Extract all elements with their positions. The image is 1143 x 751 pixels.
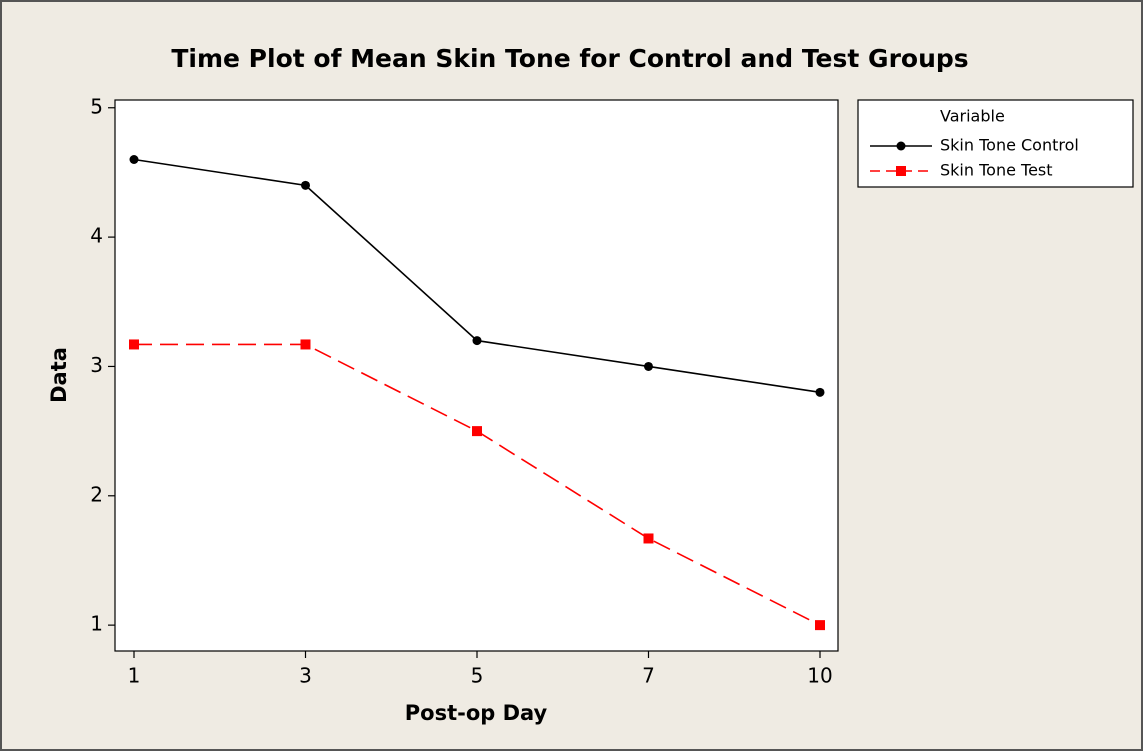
legend-label: Skin Tone Test <box>940 161 1053 180</box>
legend-marker <box>896 166 906 176</box>
legend-marker <box>896 141 906 151</box>
y-tick-label: 1 <box>90 612 103 636</box>
data-point <box>472 336 482 346</box>
y-tick-label: 5 <box>90 94 103 118</box>
legend-label: Skin Tone Control <box>940 136 1079 155</box>
x-tick-label: 3 <box>299 664 312 688</box>
data-point <box>472 426 482 437</box>
data-point <box>815 387 825 397</box>
x-tick-label: 5 <box>471 664 484 688</box>
y-tick-label: 2 <box>90 482 103 506</box>
data-point <box>129 154 139 164</box>
y-axis-label: Data <box>47 347 71 403</box>
chart-title: Time Plot of Mean Skin Tone for Control … <box>171 44 968 73</box>
x-tick-label: 10 <box>807 664 832 688</box>
data-point <box>644 361 653 371</box>
data-point <box>300 339 311 350</box>
plot-area <box>114 99 839 652</box>
series-line <box>134 343 821 626</box>
data-point <box>301 180 310 190</box>
y-tick-label: 4 <box>90 224 103 248</box>
x-axis-label: Post-op Day <box>405 701 548 725</box>
x-tick-label: 1 <box>128 664 141 688</box>
x-tick-label: 7 <box>642 664 655 688</box>
data-point <box>129 339 139 350</box>
data-point <box>815 620 825 631</box>
data-point <box>643 533 654 544</box>
y-tick-label: 3 <box>90 353 103 377</box>
legend-title: Variable <box>940 107 1005 126</box>
